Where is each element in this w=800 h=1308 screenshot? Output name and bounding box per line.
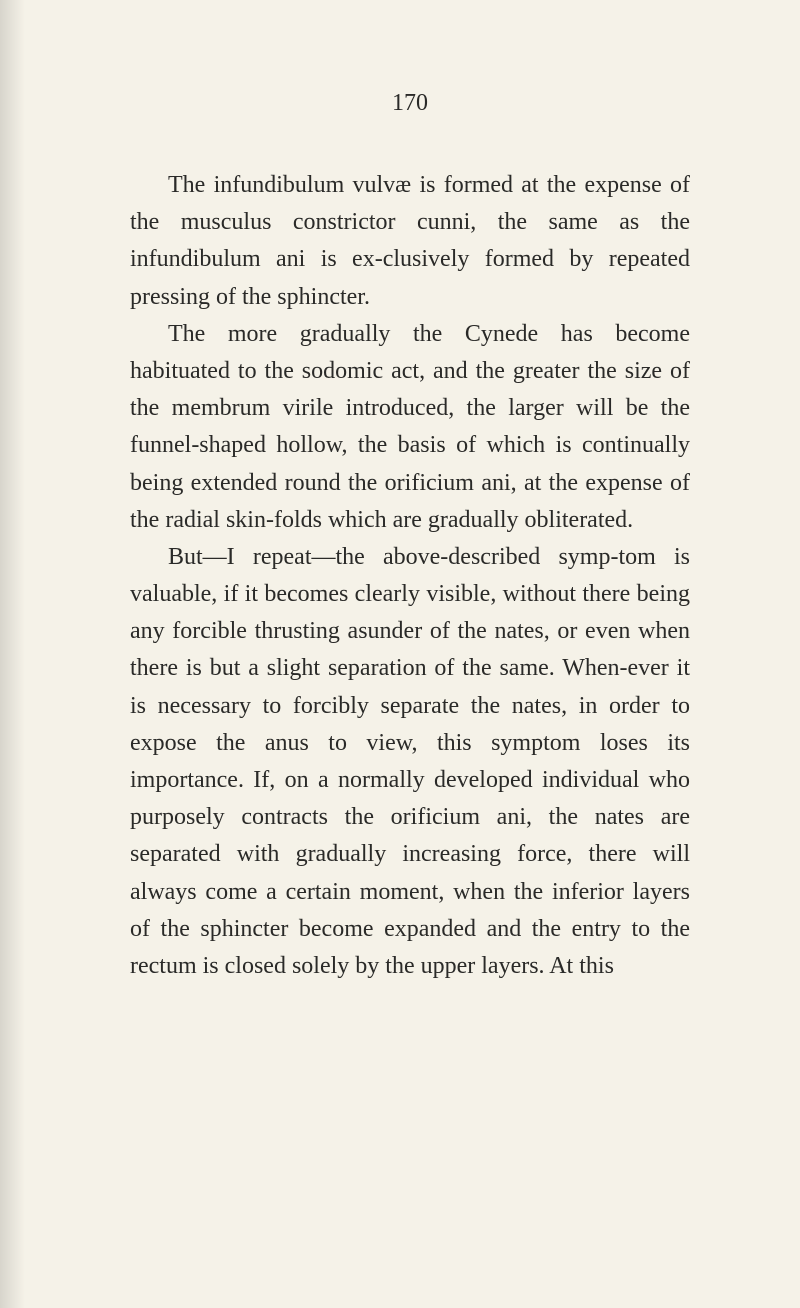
document-page: 170 The infundibulum vulvæ is formed at … <box>0 0 800 1308</box>
page-number: 170 <box>130 90 690 117</box>
body-text: The infundibulum vulvæ is formed at the … <box>130 167 690 985</box>
paragraph-1: The infundibulum vulvæ is formed at the … <box>130 167 690 316</box>
paragraph-2: The more gradually the Cynede has become… <box>130 316 690 539</box>
paragraph-3: But—I repeat—the above-described symp-to… <box>130 539 690 985</box>
page-shadow <box>0 0 25 1308</box>
